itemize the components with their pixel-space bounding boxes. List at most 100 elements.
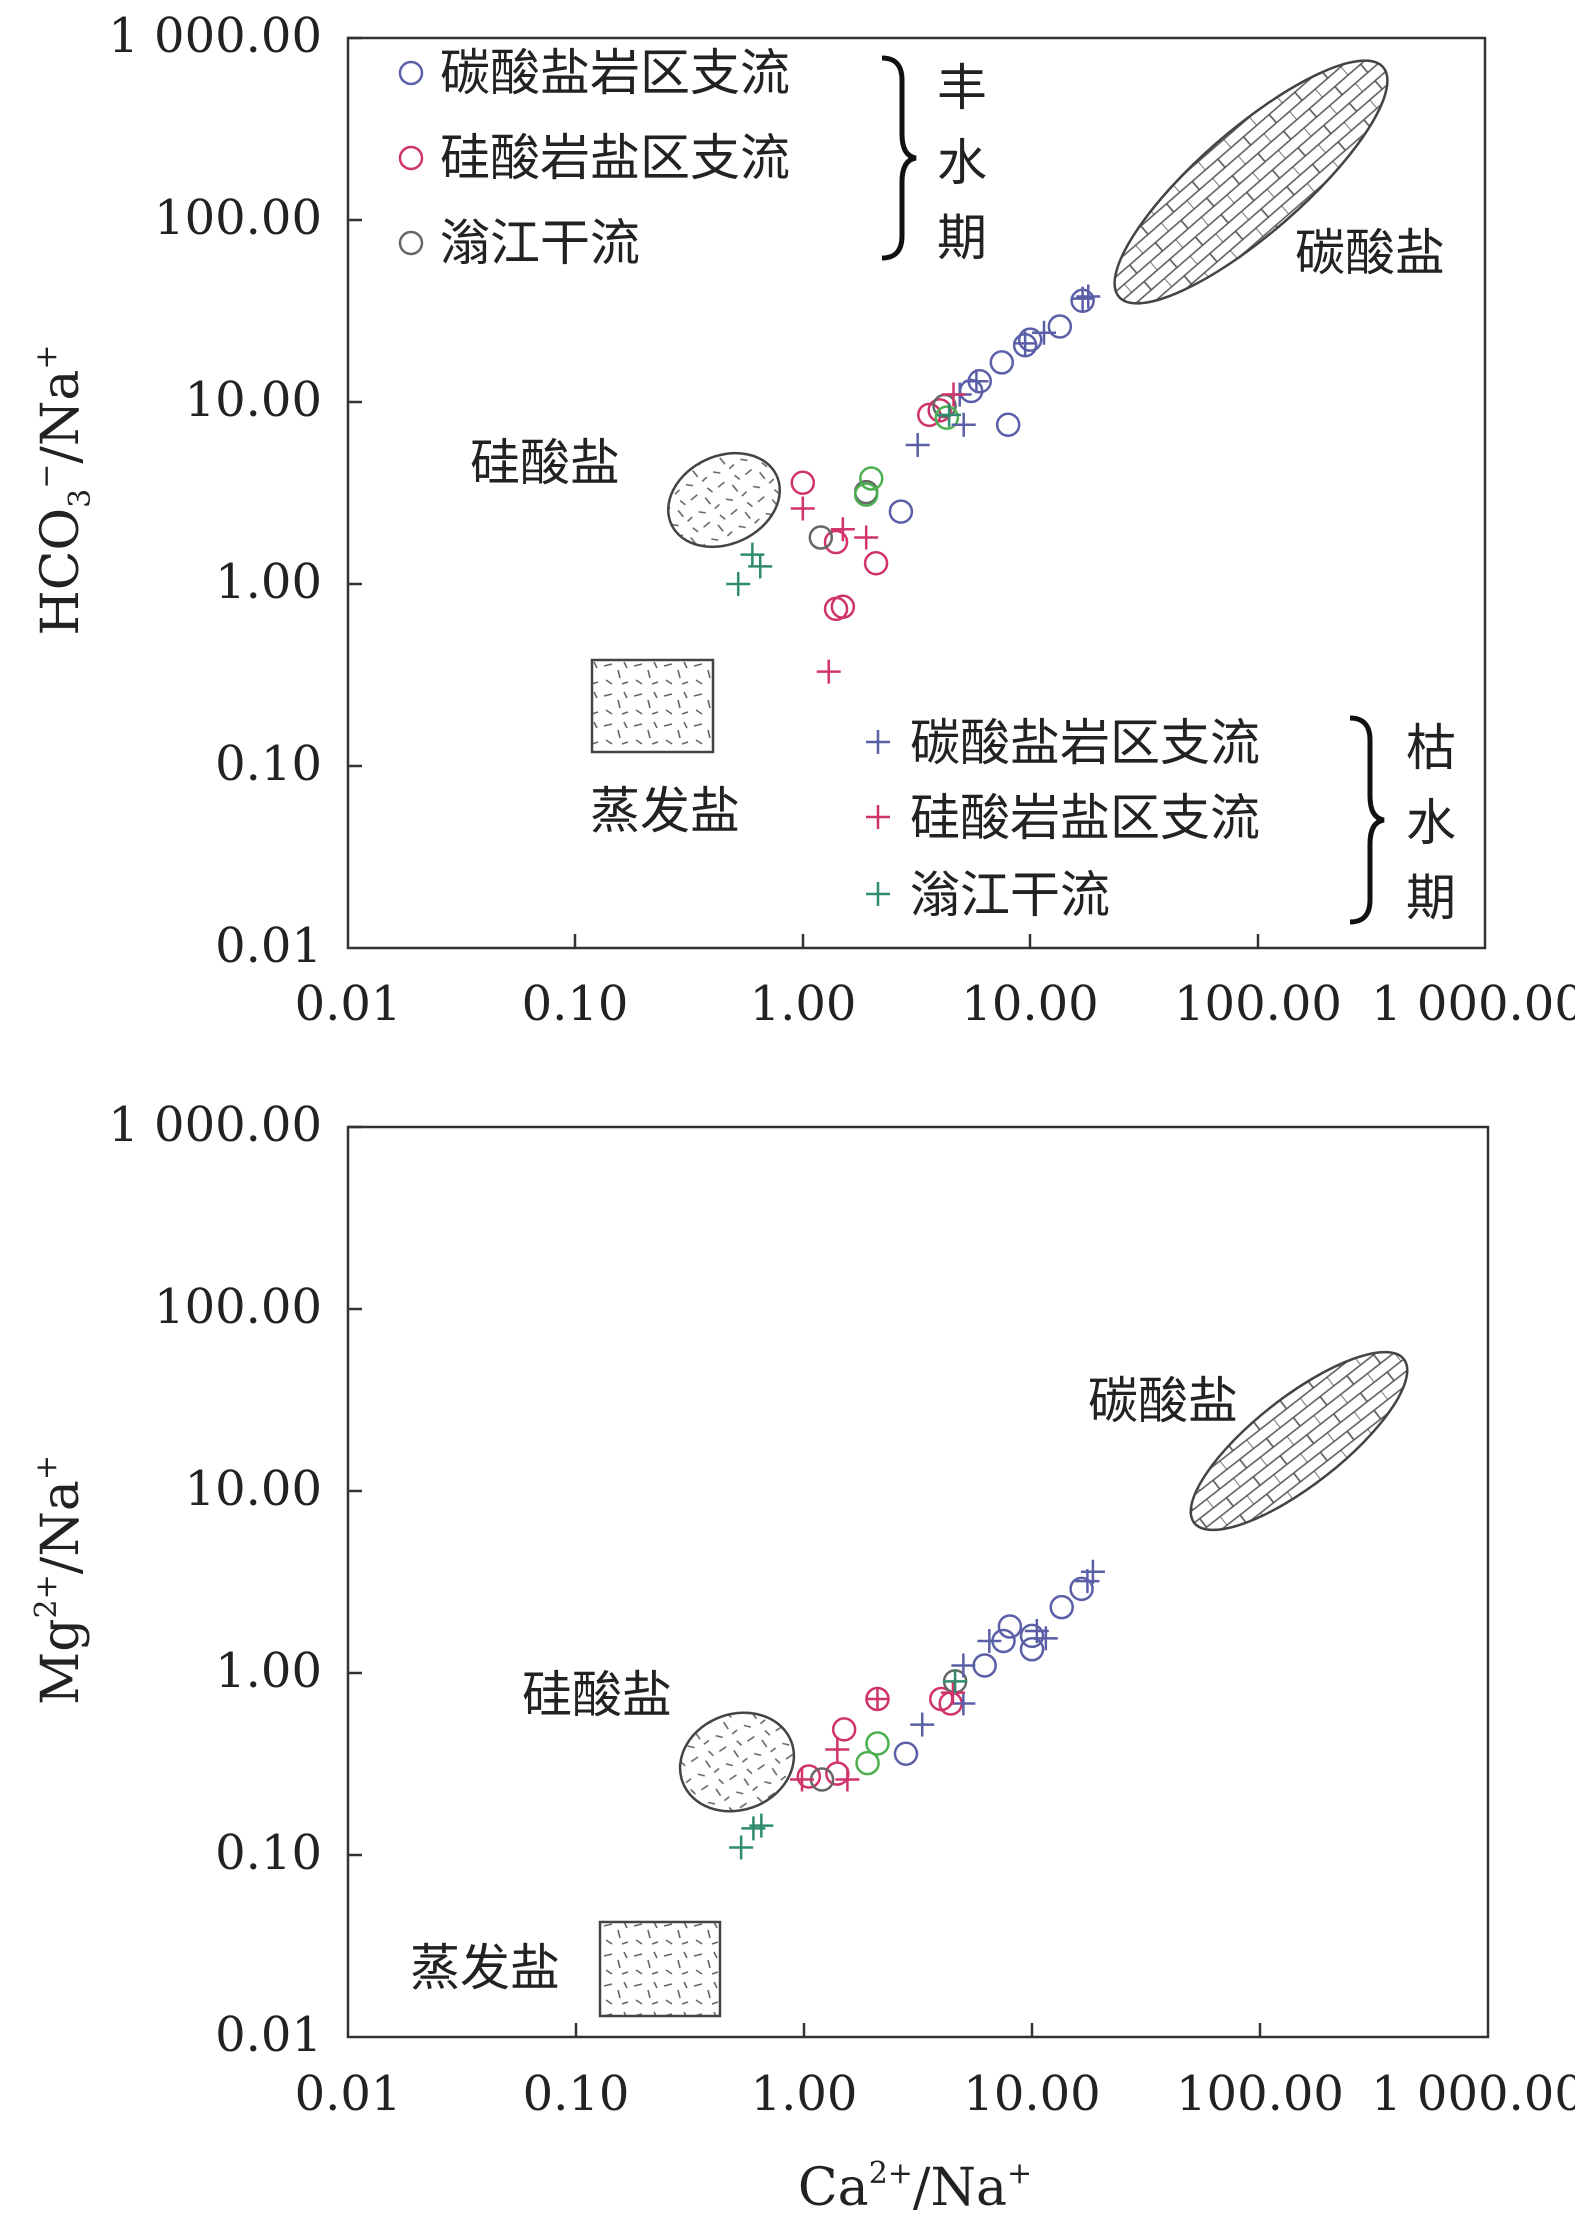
data-point-circle bbox=[927, 398, 952, 423]
x-tick-label: 1 000.00 bbox=[1371, 2066, 1575, 2122]
data-point-plus bbox=[865, 1686, 890, 1711]
data-point-plus bbox=[749, 1813, 774, 1838]
data-point-plus bbox=[825, 1737, 850, 1762]
carbonate-ellipse bbox=[1113, 59, 1389, 305]
x-tick-labels: 0.01 0.10 1.00 10.00 100.00 1 000.00 bbox=[295, 2066, 1575, 2122]
data-point-plus bbox=[937, 402, 962, 427]
legend-marker-silicate-tributary-plus bbox=[866, 805, 890, 829]
y-tick-label: 1.00 bbox=[215, 1643, 322, 1699]
y-tick-label: 1 000.00 bbox=[108, 8, 322, 64]
legend-brace bbox=[881, 55, 917, 261]
data-point-circle bbox=[830, 594, 856, 619]
x-tick-label: 0.10 bbox=[522, 976, 629, 1032]
data-point-plus bbox=[941, 382, 966, 407]
data-point-plus bbox=[964, 369, 989, 394]
data-point-circle bbox=[853, 482, 879, 507]
data-point-circle bbox=[831, 1717, 857, 1742]
data-point-plus bbox=[835, 1767, 860, 1792]
data-points bbox=[729, 1559, 1105, 1860]
x-axis-label: Ca2+/Na+ bbox=[798, 2156, 1032, 2218]
data-point-circle bbox=[1019, 1637, 1045, 1662]
x-ticks bbox=[573, 934, 1260, 948]
legend-label: 硅酸岩盐区支流 bbox=[440, 129, 790, 187]
evaporite-zone-label: 蒸发盐 bbox=[590, 782, 740, 840]
legend-label: 碳酸盐岩区支流 bbox=[440, 44, 790, 102]
y-axis-label: Mg2+/Na+ bbox=[29, 1455, 91, 1705]
data-point-plus bbox=[1075, 1569, 1100, 1594]
data-point-circle bbox=[972, 1653, 997, 1678]
legend-label: 滃江干流 bbox=[910, 866, 1110, 924]
x-tick-label: 0.01 bbox=[295, 976, 402, 1032]
evaporite-zone: 蒸发盐 bbox=[410, 1920, 722, 2018]
data-point-plus bbox=[854, 525, 879, 550]
data-point-circle bbox=[796, 1764, 822, 1789]
silicate-zone-label: 硅酸盐 bbox=[522, 1666, 672, 1724]
data-point-plus bbox=[1070, 286, 1095, 311]
data-point-plus bbox=[830, 517, 855, 542]
y-tick-label: 0.10 bbox=[215, 736, 322, 792]
x-tick-label: 10.00 bbox=[961, 976, 1098, 1032]
legend-label: 滃江干流 bbox=[440, 214, 640, 272]
y-tick-label: 1 000.00 bbox=[108, 1097, 322, 1153]
x-tick-label: 1 000.00 bbox=[1371, 976, 1575, 1032]
silicate-ellipse bbox=[666, 451, 782, 549]
legend-period-char: 水 bbox=[1406, 794, 1456, 852]
evaporite-box bbox=[590, 658, 715, 754]
legend-label: 碳酸盐岩区支流 bbox=[910, 714, 1260, 772]
y-tick-label: 10.00 bbox=[185, 1461, 322, 1517]
data-point-circle bbox=[958, 378, 984, 404]
data-point-plus bbox=[790, 1767, 814, 1792]
data-point-circle bbox=[808, 525, 834, 550]
legend-marker-carbonate-tributary bbox=[398, 60, 424, 86]
y-ticks bbox=[348, 1125, 362, 1857]
plot-frame bbox=[346, 36, 1487, 950]
panel-mg-na: 0.01 0.10 1.00 10.00 100.00 1 000.00 0.0… bbox=[29, 1097, 1575, 2218]
y-tick-label: 1.00 bbox=[215, 554, 322, 610]
y-axis-label: HCO3−/Na+ bbox=[29, 344, 98, 635]
data-point-plus bbox=[1013, 331, 1038, 356]
legend-marker-silicate-tributary bbox=[398, 145, 424, 171]
legend-period-char: 期 bbox=[1406, 869, 1456, 927]
x-tick-label: 100.00 bbox=[1176, 2066, 1344, 2122]
y-tick-label: 100.00 bbox=[154, 1279, 322, 1335]
legend-period-char: 期 bbox=[937, 209, 987, 267]
data-point-circle bbox=[790, 470, 816, 496]
data-point-plus bbox=[1080, 1559, 1105, 1584]
panel-hco3-na: 0.01 0.10 1.00 10.00 100.00 1 000.00 0.0… bbox=[29, 8, 1575, 1032]
legend-marker-carbonate-tributary-plus bbox=[866, 730, 890, 754]
x-tick-label: 1.00 bbox=[751, 2066, 858, 2122]
x-ticks bbox=[574, 2023, 1262, 2037]
x-tick-label: 0.01 bbox=[295, 2066, 402, 2122]
legend-dry-season: 碳酸盐岩区支流 硅酸岩盐区支流 滃江干流 枯 水 期 bbox=[866, 714, 1456, 927]
data-point-circle bbox=[1049, 1594, 1074, 1620]
legend-period-char: 水 bbox=[937, 134, 987, 192]
data-point-plus bbox=[977, 1628, 1002, 1653]
silicate-zone-label: 硅酸盐 bbox=[470, 434, 620, 492]
data-point-circle bbox=[865, 1731, 890, 1756]
data-point-circle bbox=[825, 1761, 850, 1786]
data-points bbox=[726, 284, 1101, 684]
carbonate-zone: 碳酸盐 bbox=[1088, 1350, 1409, 1532]
silicate-zone: 硅酸盐 bbox=[470, 434, 782, 549]
data-point-plus bbox=[726, 572, 751, 596]
x-tick-label: 100.00 bbox=[1174, 976, 1342, 1032]
data-point-plus bbox=[790, 496, 815, 521]
data-point-circle bbox=[888, 499, 914, 524]
evaporite-box bbox=[598, 1920, 722, 2018]
legend-brace bbox=[1349, 715, 1385, 925]
legend-period-char: 丰 bbox=[937, 59, 987, 117]
y-tick-label: 100.00 bbox=[154, 190, 322, 246]
evaporite-zone: 蒸发盐 bbox=[590, 658, 740, 840]
data-point-circle bbox=[859, 466, 884, 491]
data-point-plus bbox=[816, 659, 841, 684]
y-ticks bbox=[348, 36, 362, 768]
carbonate-zone-label: 碳酸盐 bbox=[1295, 224, 1445, 282]
legend-wet-season: 碳酸盐岩区支流 硅酸岩盐区支流 滃江干流 丰 水 期 bbox=[398, 44, 987, 272]
carbonate-zone: 碳酸盐 bbox=[1113, 59, 1445, 305]
data-point-plus bbox=[1076, 284, 1101, 309]
silicate-ellipse bbox=[678, 1711, 796, 1813]
carbonate-zone-label: 碳酸盐 bbox=[1088, 1372, 1238, 1430]
y-tick-labels: 0.01 0.10 1.00 10.00 100.00 1 000.00 bbox=[108, 1097, 322, 2063]
data-point-circle bbox=[863, 551, 889, 576]
